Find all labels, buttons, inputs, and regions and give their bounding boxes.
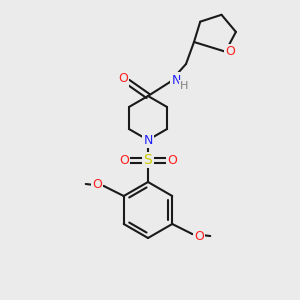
- Text: O: O: [92, 178, 102, 190]
- Text: N: N: [171, 74, 181, 86]
- Text: S: S: [144, 153, 152, 167]
- Text: O: O: [226, 45, 235, 58]
- Text: H: H: [180, 81, 188, 91]
- Text: O: O: [167, 154, 177, 166]
- Text: O: O: [118, 73, 128, 85]
- Text: O: O: [119, 154, 129, 166]
- Text: O: O: [194, 230, 204, 242]
- Text: N: N: [143, 134, 153, 146]
